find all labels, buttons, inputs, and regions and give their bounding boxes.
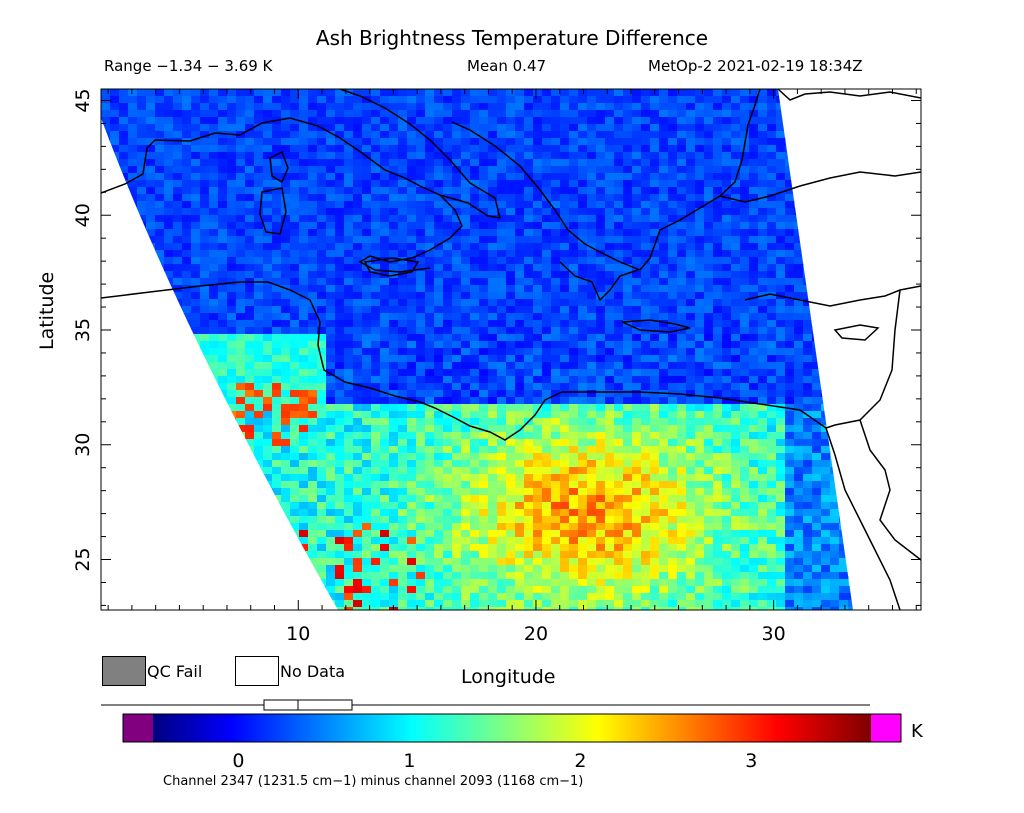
mean-text: Mean 0.47 — [467, 57, 547, 75]
coastline-sardinia — [259, 187, 287, 235]
range-text: Range −1.34 − 3.69 K — [104, 57, 273, 75]
coastline-turkey-south — [744, 285, 921, 307]
coastlines — [101, 89, 921, 610]
colorbar-unit: K — [911, 721, 923, 742]
colorbar-under-swatch — [123, 714, 153, 742]
y-axis: 45 40 35 30 25 — [72, 88, 921, 606]
x-axis: 10 20 30 — [107, 89, 917, 645]
y-tick-label: 45 — [72, 88, 94, 112]
colorbar — [101, 699, 902, 743]
y-axis-label: Latitude — [36, 271, 58, 350]
map-plot-area: 10 20 30 45 40 35 30 25 — [72, 88, 922, 645]
y-tick-label: 25 — [72, 547, 94, 571]
coastline-greece-south — [559, 261, 639, 302]
no-data-swatch — [235, 656, 279, 686]
coastline-red-sea — [825, 427, 901, 610]
coastline-europe-north — [101, 89, 502, 219]
colorbar-tick-label: 1 — [403, 750, 416, 772]
coastline-crete — [621, 319, 691, 333]
source-timestamp: MetOp-2 2021-02-19 18:34Z — [648, 57, 863, 75]
coastline-africa-north — [101, 281, 827, 441]
x-axis-label: Longitude — [461, 666, 556, 688]
y-tick-label: 35 — [72, 318, 94, 342]
coastline-sicily — [363, 257, 420, 277]
coastline-levant — [825, 289, 901, 429]
map-title: Ash Brightness Temperature Difference — [315, 26, 709, 50]
qc-fail-label: QC Fail — [147, 662, 203, 681]
colorbar-tick-label: 0 — [232, 750, 245, 772]
coastline-cyprus — [833, 324, 880, 341]
colorbar-tick-label: 3 — [745, 750, 758, 772]
plot-frame — [100, 88, 922, 611]
y-tick-label: 40 — [72, 203, 94, 227]
qc-fail-swatch — [102, 656, 146, 686]
colorbar-slider-right[interactable] — [297, 699, 353, 711]
coastline-balkans — [451, 89, 761, 271]
colorbar-over-swatch — [871, 714, 901, 742]
colorbar-frame — [122, 713, 902, 743]
colorbar-gradient — [153, 714, 871, 742]
coastline-sinai — [859, 419, 921, 561]
colorbar-slider-left[interactable] — [263, 699, 299, 711]
no-data-label: No Data — [280, 662, 346, 681]
x-tick-label: 20 — [524, 623, 548, 645]
x-tick-label: 10 — [286, 623, 310, 645]
x-tick-label: 30 — [762, 623, 786, 645]
y-tick-label: 30 — [72, 433, 94, 457]
coastline-corsica — [269, 150, 289, 184]
coastline-black-sea — [777, 89, 921, 101]
coastline-turkey — [719, 171, 921, 203]
colorbar-tick-label: 2 — [574, 750, 587, 772]
channel-subtitle: Channel 2347 (1231.5 cm−1) minus channel… — [163, 774, 584, 789]
